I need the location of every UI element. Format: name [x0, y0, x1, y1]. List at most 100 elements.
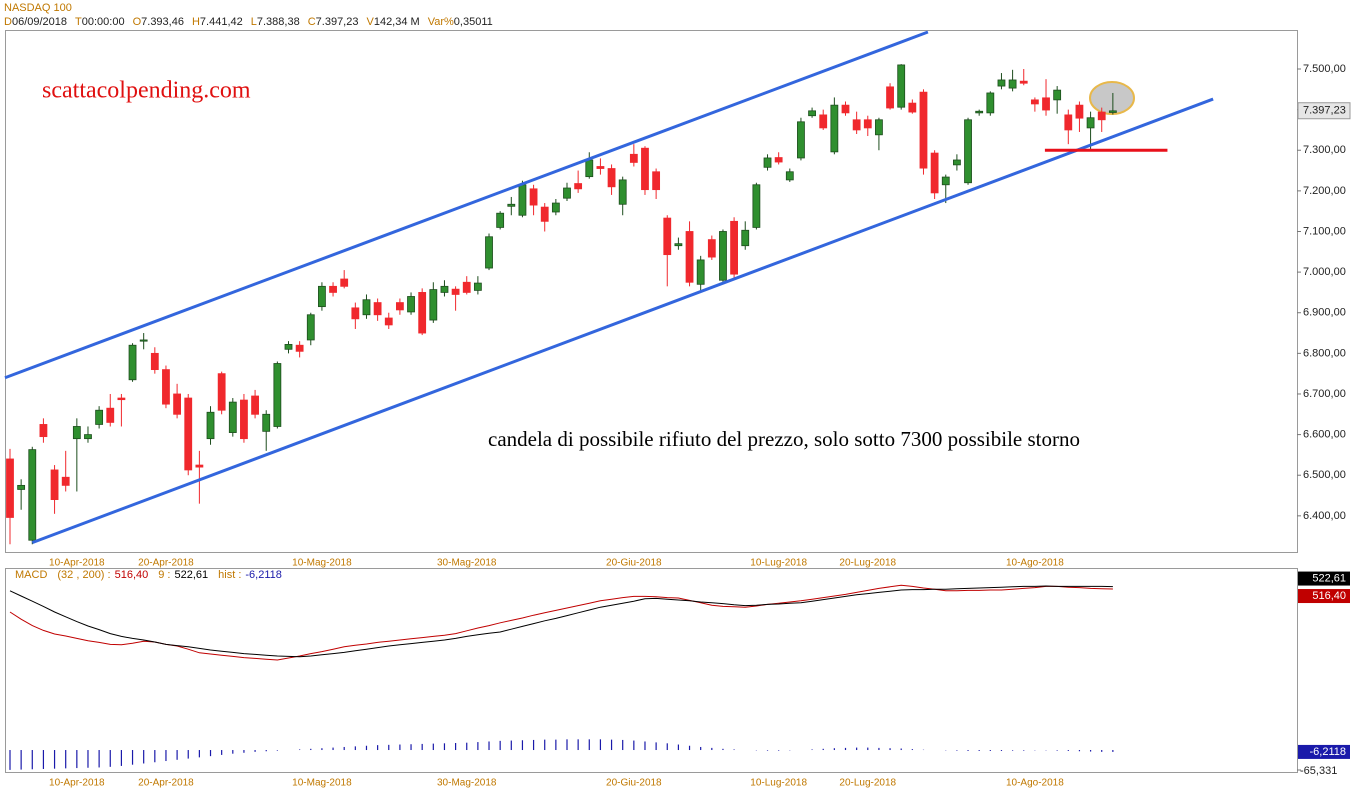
candle-body	[262, 413, 271, 432]
x-tick-label: 20-Apr-2018	[138, 778, 194, 789]
candle-body	[1042, 97, 1050, 111]
candle-body	[473, 282, 482, 291]
series-value: 522,61	[174, 569, 208, 581]
candle-body	[529, 188, 538, 206]
candle-body	[953, 159, 961, 166]
candle-body	[1030, 99, 1039, 105]
candle-body	[228, 401, 237, 433]
hist-tick-label: -65,331	[1300, 765, 1337, 777]
x-tick-label: 30-Mag-2018	[437, 558, 497, 569]
candle-body	[696, 259, 705, 285]
candle-body	[362, 299, 371, 316]
x-tick-label: 10-Apr-2018	[49, 778, 105, 789]
candle-body	[50, 469, 59, 500]
trendline	[4, 30, 929, 380]
candle-body	[652, 171, 661, 191]
candle-body	[540, 206, 549, 222]
macd-line	[9, 584, 1113, 661]
field-key: D	[4, 16, 12, 28]
candle-body	[128, 344, 137, 381]
series-value-box	[1298, 571, 1350, 586]
highlight-ellipse	[1089, 81, 1135, 115]
candle-body	[563, 187, 571, 199]
ohlc-header: D06/09/2018 T00:00:00 O7.393,46 H7.441,42 L7…	[4, 16, 493, 28]
candle-body	[585, 159, 594, 178]
candle-body	[418, 292, 427, 334]
candle-body	[919, 91, 928, 169]
field-value: 0,35011	[454, 16, 493, 28]
candle-body	[852, 119, 861, 131]
candle-body	[251, 395, 259, 415]
candle-body	[84, 434, 92, 440]
x-tick-label: 20-Giu-2018	[606, 558, 662, 569]
candle-body	[1097, 111, 1106, 121]
candle-body	[930, 152, 939, 194]
field-key: Var%	[428, 16, 454, 28]
candle-body	[1086, 117, 1095, 129]
x-tick-label: 10-Apr-2018	[49, 558, 105, 569]
candle-body	[295, 344, 304, 352]
candle-body	[685, 231, 694, 283]
candle-body	[941, 176, 950, 186]
candle-body	[1008, 79, 1017, 89]
instrument-title: NASDAQ 100	[4, 2, 72, 14]
field-key: C	[308, 16, 316, 28]
macd-header: MACD (32 , 200) : 516,40 9 : 522,61 hist : -6,…	[15, 569, 282, 581]
candle-body	[184, 397, 193, 471]
x-tick-label: 20-Lug-2018	[839, 778, 896, 789]
candle-body	[897, 64, 906, 108]
candle-body	[150, 352, 159, 371]
candle-body	[139, 339, 148, 342]
field-value: 7.397,23	[316, 16, 359, 28]
candle-body	[318, 285, 326, 308]
field-key: H	[192, 16, 200, 28]
candle-body	[306, 314, 315, 341]
field-key: V	[366, 16, 374, 28]
candle-body	[964, 119, 972, 184]
candle-body	[373, 302, 382, 316]
candle-body	[1108, 110, 1117, 113]
candle-body	[462, 281, 471, 293]
candle-body	[273, 363, 282, 427]
watermark: scattacolpending.com	[42, 78, 251, 104]
candle-body	[28, 449, 37, 541]
candle-body	[719, 231, 727, 281]
candle-body	[997, 79, 1006, 87]
candle-body	[518, 184, 527, 216]
candle-body	[808, 110, 816, 117]
candle-body	[663, 217, 672, 256]
last-price-box	[1297, 102, 1351, 120]
field-value: 7.393,46	[141, 16, 184, 28]
series-name: 9 :	[158, 569, 170, 581]
candle-body	[674, 243, 683, 247]
candle-body	[875, 119, 883, 136]
candle-body	[863, 119, 872, 129]
candle-body	[830, 104, 839, 153]
macd-panel	[5, 568, 1298, 773]
x-tick-label: 30-Mag-2018	[437, 778, 497, 789]
candle-body	[39, 424, 48, 438]
candle-body	[72, 426, 81, 440]
candle-body	[6, 458, 14, 518]
candle-body	[551, 202, 560, 213]
last-price-label: 7.397,23	[1303, 105, 1346, 117]
candle-body	[785, 171, 794, 181]
y-tick-label: 7.000,00	[1303, 266, 1346, 278]
y-tick-label: 6.500,00	[1303, 469, 1346, 481]
x-tick-label: 10-Mag-2018	[292, 778, 352, 789]
candle-body	[61, 476, 70, 486]
candle-body	[797, 121, 805, 159]
candle-body	[384, 317, 393, 326]
candle-body	[707, 239, 716, 258]
candle-body	[607, 168, 616, 188]
candle-body	[351, 307, 360, 320]
hist-value-label: -6,2118	[1310, 746, 1347, 758]
field-value: 7.388,38	[257, 16, 300, 28]
field-value: 06/09/2018	[12, 16, 67, 28]
series-value-label: 522,61	[1312, 572, 1346, 584]
series-value: 516,40	[115, 569, 149, 581]
y-tick-label: 6.800,00	[1303, 347, 1346, 359]
price-panel	[5, 30, 1298, 553]
candle-body	[217, 373, 226, 411]
